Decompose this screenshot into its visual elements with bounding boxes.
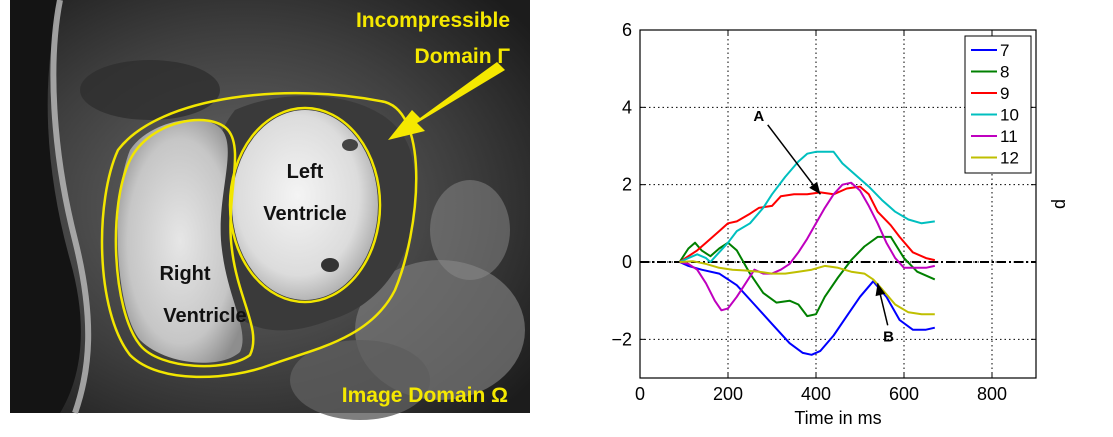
papillary-muscle [342, 139, 358, 151]
left-ventricle-contour [228, 106, 382, 304]
domain-arrow-icon [388, 62, 505, 140]
y-tick-label: 2 [622, 175, 632, 195]
series-line-9 [679, 185, 936, 263]
series-group [678, 150, 936, 356]
papillary-muscle [321, 258, 339, 272]
legend-box [964, 35, 1032, 174]
legend-label-7: 7 [1000, 41, 1009, 60]
right-ventricle-label-line2: Ventricle [163, 305, 246, 327]
y-axis-label: p [1051, 199, 1071, 209]
plot-frame [639, 29, 1037, 379]
annotation-label-B: B [883, 328, 894, 345]
right-ventricle-contour [114, 118, 255, 368]
annotation-arrowhead-A [809, 181, 821, 195]
tissue-blob [430, 180, 510, 280]
series-line-8 [678, 235, 936, 318]
x-tick-label: 600 [889, 384, 919, 404]
legend: 7 8 9 10 11 12 [964, 35, 1032, 174]
chest-wall-edge [50, 0, 92, 414]
tissue-blob [80, 60, 220, 120]
series-line-10 [679, 150, 935, 263]
series-line-11 [679, 181, 936, 312]
annotation-arrowhead-B [875, 283, 886, 297]
legend-label-12: 12 [1000, 149, 1019, 168]
incompressible-label-line1: Incompressible [356, 9, 510, 32]
x-axis-label: Time in ms [794, 408, 881, 428]
legend-label-11: 11 [1000, 127, 1018, 146]
x-tick-label: 400 [801, 384, 831, 404]
left-ventricle-cavity [232, 110, 378, 300]
tissue-blob [290, 340, 430, 420]
series-line-7 [679, 261, 936, 356]
legend-label-8: 8 [1000, 63, 1009, 82]
left-ventricle-label-line1: Left [287, 161, 324, 183]
right-ventricle-cavity [117, 119, 243, 363]
incompressible-label-line2: Domain Γ [415, 45, 511, 68]
image-domain-label: Image Domain Ω [342, 384, 508, 407]
legend-label-10: 10 [1000, 106, 1019, 125]
incompressible-domain-contour [100, 91, 418, 379]
right-ventricle-label-line1: Right [159, 263, 210, 285]
x-tick-label: 200 [713, 384, 743, 404]
series-line-12 [679, 260, 935, 316]
y-tick-label: 6 [622, 20, 632, 40]
x-tick-label: 800 [977, 384, 1007, 404]
chest-wall-region [10, 0, 81, 413]
y-tick-label: −2 [611, 329, 632, 349]
annotations-group: AB [753, 108, 894, 345]
cardiac-mri-image: Incompressible Domain Γ Left Ventricle R… [10, 0, 530, 420]
left-ventricle-label-line2: Ventricle [263, 203, 346, 225]
x-tick-label: 0 [635, 384, 645, 404]
annotation-label-A: A [753, 108, 764, 125]
y-tick-label: 0 [622, 252, 632, 272]
axis-ticks: 0 200 400 600 800 −2 0 2 4 6 [611, 20, 1036, 404]
y-tick-label: 4 [622, 97, 632, 117]
legend-label-9: 9 [1000, 84, 1009, 103]
annotation-arrow-A [767, 124, 821, 195]
